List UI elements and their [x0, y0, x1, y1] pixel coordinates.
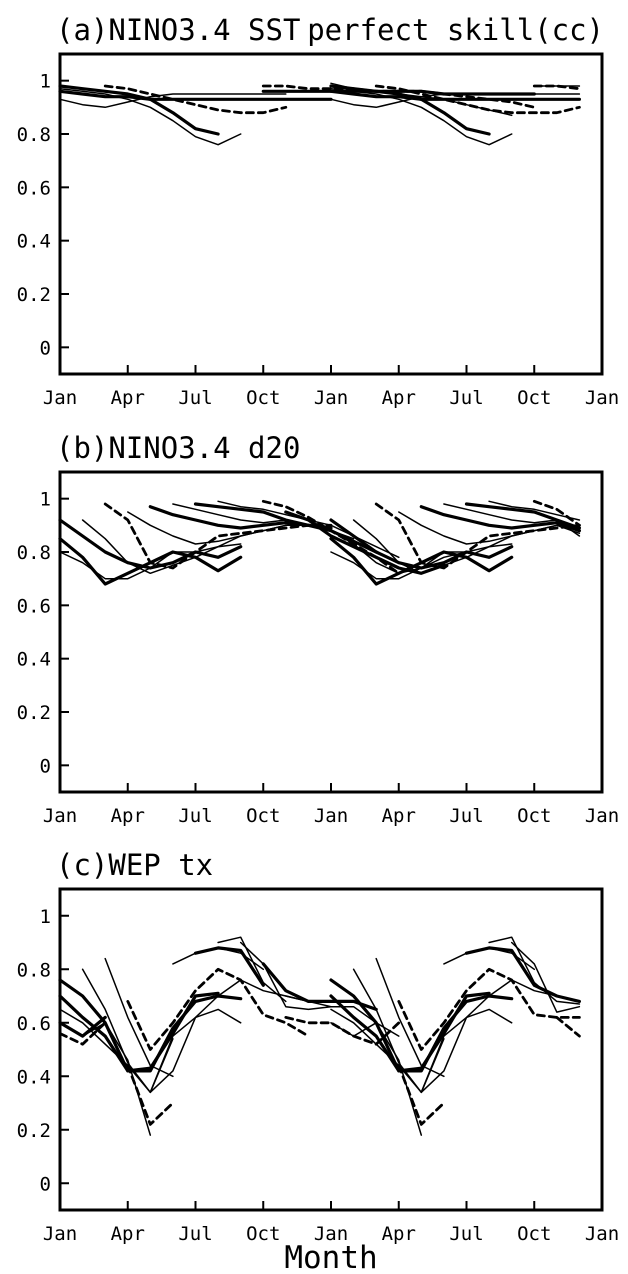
series-line-12 — [329, 89, 582, 101]
series-line-10 — [126, 1064, 175, 1126]
y-tick-label: 0.2 — [17, 1120, 51, 1142]
y-tick-label: 1 — [40, 906, 51, 928]
series-line-3 — [103, 84, 288, 115]
series-line-20 — [419, 505, 582, 533]
series-line-26 — [397, 1064, 446, 1126]
y-tick-label: 0.8 — [17, 542, 51, 564]
series-line-11 — [149, 979, 310, 1094]
series-line-13 — [307, 519, 468, 575]
x-tick-label: Jul — [178, 387, 212, 409]
y-tick-label: 0.4 — [17, 231, 51, 253]
y-tick-label: 0.2 — [17, 702, 51, 724]
x-tick-label: Jan — [585, 387, 619, 409]
series-line-10 — [330, 87, 513, 146]
y-tick-label: 1 — [40, 489, 51, 511]
x-tick-label: Oct — [246, 387, 280, 409]
series-line-2 — [58, 994, 243, 1073]
x-tick-label: Apr — [111, 805, 145, 827]
series-line-22 — [464, 502, 582, 530]
series-line-24 — [375, 957, 445, 1078]
series-line-14 — [217, 936, 287, 1003]
series-line-20 — [329, 994, 514, 1073]
x-tick-label: Jul — [449, 1223, 483, 1245]
x-tick-label: Oct — [246, 805, 280, 827]
y-tick-label: 0.6 — [17, 177, 51, 199]
y-tick-label: 0 — [40, 755, 51, 777]
y-tick-label: 0.2 — [17, 284, 51, 306]
x-tick-label: Jul — [178, 805, 212, 827]
series-line-22 — [330, 1022, 423, 1136]
x-tick-label: Jan — [43, 805, 77, 827]
y-tick-label: 0 — [40, 337, 51, 359]
series-line-6 — [58, 1021, 107, 1046]
x-tick-label: Apr — [382, 387, 416, 409]
series-line-8 — [104, 957, 174, 1078]
series-line-4 — [81, 519, 287, 575]
panel-title: (a)NINO3.4 SST — [56, 13, 300, 47]
x-tick-label: Jan — [314, 805, 348, 827]
x-tick-label: Apr — [382, 1223, 416, 1245]
panel-title: (b)NINO3.4 d20 — [56, 431, 300, 465]
series-line-9 — [126, 967, 310, 1051]
panel-subtitle: perfect skill(cc) — [307, 13, 604, 47]
series-line-9 — [193, 502, 378, 554]
x-tick-label: Jul — [178, 1223, 212, 1245]
x-tick-label: Apr — [111, 1223, 145, 1245]
series-line-12 — [284, 510, 446, 575]
y-tick-label: 1 — [40, 71, 51, 93]
x-tick-label: Apr — [382, 805, 416, 827]
series-line-5 — [59, 93, 287, 109]
series-line-23 — [488, 500, 581, 521]
x-tick-label: Oct — [517, 1223, 551, 1245]
series-line-13 — [330, 93, 581, 109]
series-line-18 — [374, 502, 581, 570]
y-tick-label: 0.4 — [17, 1066, 51, 1088]
y-tick-label: 0 — [40, 1173, 51, 1195]
series-line-15 — [239, 941, 332, 1011]
plot-frame — [58, 887, 604, 1212]
series-line-5 — [103, 502, 333, 570]
x-tick-label: Jan — [314, 1223, 348, 1245]
series-line-30 — [488, 936, 581, 1005]
x-tick-label: Jan — [585, 805, 619, 827]
chart-panel-3: (c)WEP tx 0 0.2 0.4 0.6 0.8 1 Jan Apr Jul Oct Jan Ap… — [17, 848, 619, 1245]
chart-panel-2: (b)NINO3.4 d20 0 0.2 0.4 0.6 0.8 1 Jan Apr Jul Oct… — [17, 431, 619, 827]
y-tick-label: 0.8 — [17, 124, 51, 146]
panel-title: (c)WEP tx — [56, 848, 213, 882]
y-tick-label: 0.6 — [17, 1013, 51, 1035]
y-tick-label: 0.4 — [17, 649, 51, 671]
series-line-11 — [374, 84, 581, 115]
y-tick-label: 0.6 — [17, 595, 51, 617]
x-tick-label: Oct — [517, 387, 551, 409]
series-line-32 — [555, 1016, 581, 1038]
x-tick-label: Oct — [246, 1223, 280, 1245]
x-tick-label: Jul — [449, 805, 483, 827]
x-tick-label: Jan — [43, 1223, 77, 1245]
series-line-13 — [193, 946, 265, 987]
x-tick-label: Jan — [585, 1223, 619, 1245]
x-tick-label: Jul — [449, 387, 483, 409]
y-tick-label: 0.8 — [17, 959, 51, 981]
x-tick-label: Jan — [43, 387, 77, 409]
series-line-2 — [59, 87, 242, 146]
series-line-25 — [397, 967, 581, 1051]
x-tick-label: Jan — [314, 387, 348, 409]
x-tick-label: Apr — [111, 387, 145, 409]
x-tick-label: Oct — [517, 805, 551, 827]
series-line-29 — [464, 946, 582, 1004]
series-line-31 — [510, 941, 581, 1013]
series-line-24 — [532, 499, 581, 527]
series-line-19 — [398, 511, 581, 545]
plot-frame — [58, 52, 604, 376]
series-line-7 — [81, 968, 174, 1094]
series-line-4 — [58, 89, 333, 101]
x-axis-label: Month — [284, 1240, 377, 1274]
series-line-23 — [352, 968, 445, 1094]
chart-panel-1: (a)NINO3.4 SST perfect skill(cc) 0 0.2 0.4 0.… — [17, 13, 619, 409]
series-line-5 — [58, 1015, 107, 1038]
